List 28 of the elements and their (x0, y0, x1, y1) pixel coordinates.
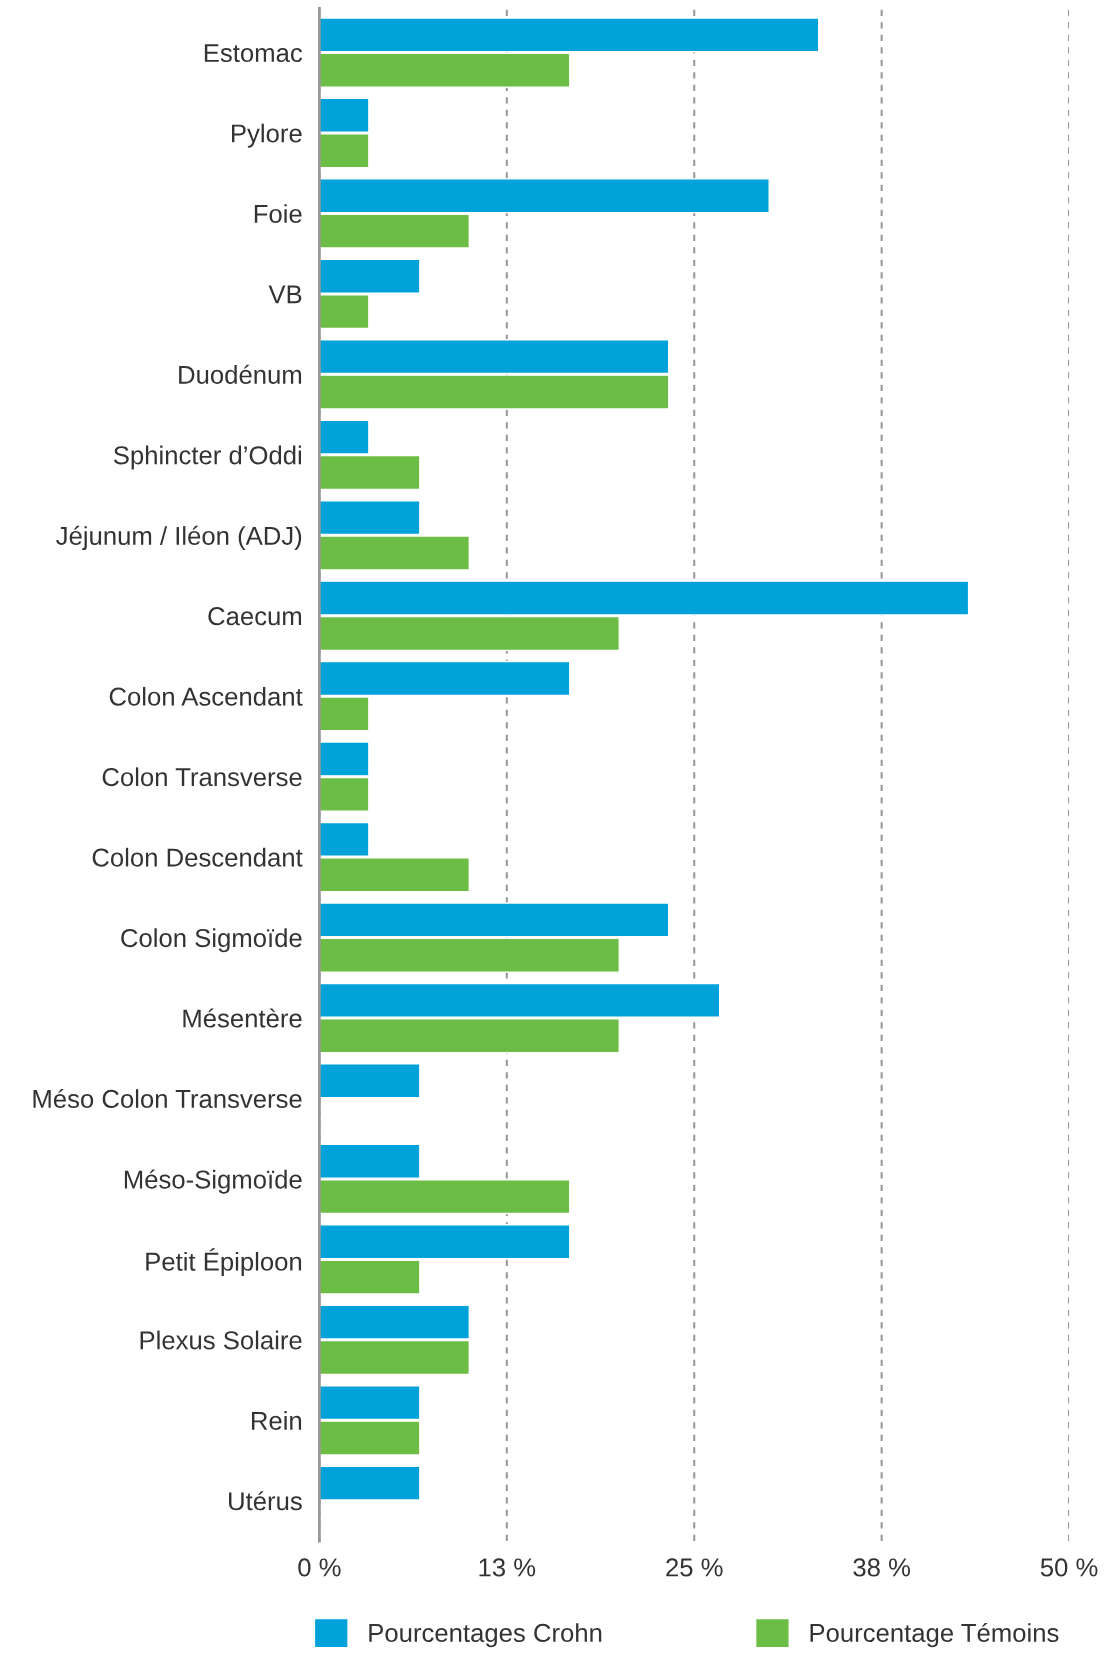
y-tick-label: Duodénum (179, 364, 302, 384)
y-tick-label: Estomac (204, 44, 303, 63)
y-tick-label: Colon Ascendant (109, 686, 303, 706)
bar (319, 1465, 421, 1501)
y-tick-label: Sphincter d’Oddi (113, 445, 302, 470)
y-tick-label: Caecum (208, 607, 302, 626)
x-tick-label: 25 % (666, 1558, 723, 1577)
y-tick-label: VB (268, 285, 302, 304)
y-tick-label: Plexus Solaire (140, 1330, 302, 1350)
x-tick-label: 50 % (1040, 1558, 1098, 1577)
y-tick-label: Méso-Sigmoïde (124, 1169, 302, 1194)
y-tick-label: Mésentère (183, 1008, 302, 1028)
legend-label: Pourcentage Témoins (810, 1622, 1059, 1648)
x-tick-label: 0 % (298, 1558, 341, 1577)
y-tick-label: Petit Épiploon (146, 1248, 302, 1276)
y-tick-label: Pylore (232, 123, 302, 148)
y-tick-label: Colon Sigmoïde (121, 928, 302, 953)
y-tick-label: Colon Descendant (92, 847, 303, 867)
y-tick-label: Colon Transverse (102, 767, 302, 787)
legend-label: Pourcentages Crohn (369, 1623, 602, 1648)
x-tick-label: 38 % (853, 1558, 911, 1577)
y-tick-label: Utérus (229, 1491, 302, 1511)
y-tick-label: Rein (251, 1411, 302, 1430)
y-tick-label: Foie (254, 204, 302, 224)
x-tick-label: 13 % (479, 1558, 536, 1577)
y-tick-label: Méso Colon Transverse (33, 1088, 302, 1109)
bar (319, 1063, 421, 1099)
y-tick-label: Jéjunum / Iléon (ADJ) (56, 525, 302, 551)
